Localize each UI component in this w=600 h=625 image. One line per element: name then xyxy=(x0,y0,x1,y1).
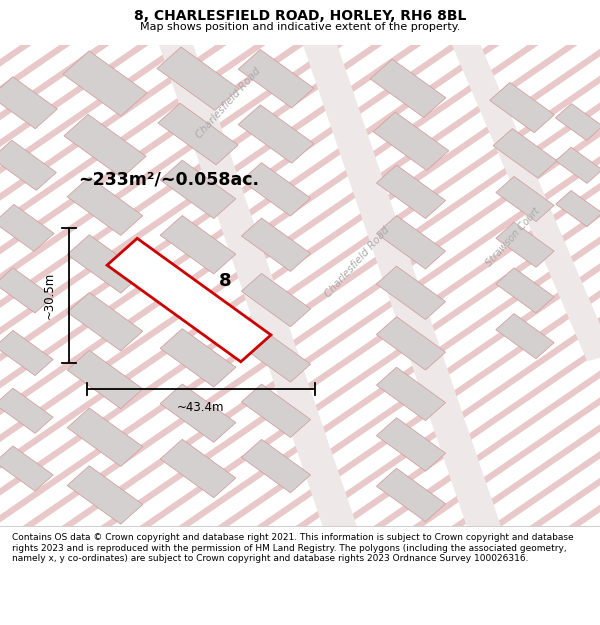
Text: Contains OS data © Crown copyright and database right 2021. This information is : Contains OS data © Crown copyright and d… xyxy=(12,533,574,563)
Text: Map shows position and indicative extent of the property.: Map shows position and indicative extent… xyxy=(140,22,460,32)
Polygon shape xyxy=(0,0,600,577)
Text: Charlesfield Road: Charlesfield Road xyxy=(194,66,262,140)
Polygon shape xyxy=(443,18,600,361)
Polygon shape xyxy=(0,0,332,577)
Polygon shape xyxy=(346,0,600,577)
Polygon shape xyxy=(63,51,147,116)
Polygon shape xyxy=(160,439,236,498)
Polygon shape xyxy=(0,0,600,577)
Polygon shape xyxy=(424,0,600,577)
Polygon shape xyxy=(152,18,364,554)
Polygon shape xyxy=(493,129,557,178)
Polygon shape xyxy=(502,0,600,577)
Polygon shape xyxy=(0,0,600,577)
Polygon shape xyxy=(241,329,311,382)
Polygon shape xyxy=(0,0,600,577)
Polygon shape xyxy=(556,148,600,183)
Polygon shape xyxy=(0,0,293,577)
Polygon shape xyxy=(580,0,600,577)
Polygon shape xyxy=(0,0,566,577)
Polygon shape xyxy=(0,0,59,577)
Polygon shape xyxy=(0,0,488,577)
Polygon shape xyxy=(73,0,600,577)
Polygon shape xyxy=(241,218,311,271)
Polygon shape xyxy=(64,114,146,178)
Polygon shape xyxy=(0,0,371,577)
Polygon shape xyxy=(190,0,600,577)
Polygon shape xyxy=(373,112,449,171)
Polygon shape xyxy=(296,18,508,554)
Polygon shape xyxy=(376,216,446,269)
Polygon shape xyxy=(0,0,410,577)
Polygon shape xyxy=(0,0,600,577)
Polygon shape xyxy=(496,268,554,313)
Polygon shape xyxy=(0,0,215,577)
Polygon shape xyxy=(376,165,446,218)
Polygon shape xyxy=(107,238,271,362)
Polygon shape xyxy=(0,140,56,191)
Polygon shape xyxy=(0,388,53,433)
Polygon shape xyxy=(0,0,527,577)
Polygon shape xyxy=(157,47,239,111)
Polygon shape xyxy=(160,216,236,274)
Polygon shape xyxy=(0,0,176,577)
Polygon shape xyxy=(241,273,311,327)
Polygon shape xyxy=(241,162,311,216)
Polygon shape xyxy=(67,235,143,293)
Polygon shape xyxy=(268,0,600,577)
Polygon shape xyxy=(463,0,600,577)
Text: ~43.4m: ~43.4m xyxy=(177,401,225,414)
Text: ~30.5m: ~30.5m xyxy=(43,272,56,319)
Polygon shape xyxy=(67,292,143,351)
Polygon shape xyxy=(556,104,600,141)
Polygon shape xyxy=(385,0,600,577)
Polygon shape xyxy=(376,468,446,522)
Polygon shape xyxy=(0,0,600,577)
Polygon shape xyxy=(151,0,600,577)
Polygon shape xyxy=(160,160,236,219)
Polygon shape xyxy=(0,446,53,491)
Polygon shape xyxy=(238,105,314,163)
Polygon shape xyxy=(370,59,446,118)
Polygon shape xyxy=(67,408,143,466)
Polygon shape xyxy=(496,314,554,359)
Polygon shape xyxy=(34,0,600,577)
Polygon shape xyxy=(160,329,236,387)
Text: Strawson Court: Strawson Court xyxy=(484,206,542,269)
Polygon shape xyxy=(376,266,446,319)
Polygon shape xyxy=(307,0,600,577)
Polygon shape xyxy=(0,268,53,313)
Polygon shape xyxy=(376,418,446,471)
Text: 8: 8 xyxy=(218,272,232,290)
Polygon shape xyxy=(541,0,600,577)
Text: 8, CHARLESFIELD ROAD, HORLEY, RH6 8BL: 8, CHARLESFIELD ROAD, HORLEY, RH6 8BL xyxy=(134,9,466,23)
Text: Charlesfield Road: Charlesfield Road xyxy=(323,224,391,299)
Polygon shape xyxy=(67,466,143,524)
Polygon shape xyxy=(0,0,254,577)
Polygon shape xyxy=(0,331,53,376)
Polygon shape xyxy=(241,439,311,493)
Polygon shape xyxy=(0,0,98,577)
Polygon shape xyxy=(376,317,446,370)
Polygon shape xyxy=(67,177,143,236)
Text: ~233m²/~0.058ac.: ~233m²/~0.058ac. xyxy=(78,171,259,189)
Polygon shape xyxy=(0,0,449,577)
Polygon shape xyxy=(229,0,600,577)
Polygon shape xyxy=(238,49,314,108)
Polygon shape xyxy=(160,384,236,442)
Polygon shape xyxy=(496,176,554,221)
Polygon shape xyxy=(0,0,20,577)
Polygon shape xyxy=(158,103,238,165)
Polygon shape xyxy=(376,368,446,421)
Polygon shape xyxy=(496,222,554,268)
Polygon shape xyxy=(556,191,600,227)
Polygon shape xyxy=(490,82,554,132)
Polygon shape xyxy=(0,204,54,251)
Polygon shape xyxy=(0,0,600,577)
Polygon shape xyxy=(67,351,143,409)
Polygon shape xyxy=(0,77,58,129)
Polygon shape xyxy=(0,0,137,577)
Polygon shape xyxy=(241,384,311,438)
Polygon shape xyxy=(112,0,600,577)
